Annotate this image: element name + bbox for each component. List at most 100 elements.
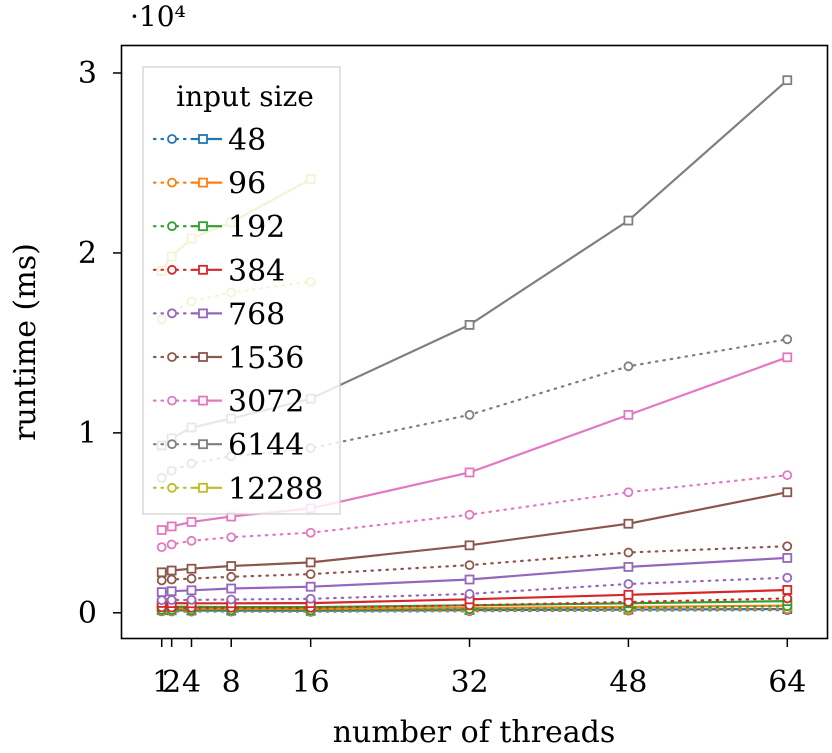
legend-entry-12288: 12288 xyxy=(152,472,323,507)
series-768 xyxy=(156,553,793,606)
legend-entry-192: 192 xyxy=(152,210,285,245)
point-768-square-48 xyxy=(623,562,634,572)
x-tick-label-1: 1 xyxy=(152,665,171,700)
point-6144-square-64 xyxy=(782,75,793,86)
legend-marker-square-12288 xyxy=(198,482,208,493)
legend-entry-6144: 6144 xyxy=(152,428,304,463)
series-1536 xyxy=(156,487,793,586)
legend-title: input size xyxy=(176,80,314,113)
legend-marker-square-6144 xyxy=(198,439,208,450)
point-768-square-1 xyxy=(156,587,167,598)
point-1536-square-32 xyxy=(464,540,475,551)
point-1536-circle-1 xyxy=(156,575,167,586)
line-3072-circle xyxy=(160,474,789,549)
legend-label-768: 768 xyxy=(228,297,285,332)
point-1536-circle-8 xyxy=(226,571,237,582)
point-768-circle-64 xyxy=(782,572,793,583)
point-6144-square-48 xyxy=(623,215,634,226)
point-1536-circle-32 xyxy=(464,560,475,571)
legend-marker-circle-1536 xyxy=(167,352,177,362)
point-1536-square-64 xyxy=(782,487,793,498)
point-3072-circle-64 xyxy=(782,470,793,481)
point-6144-circle-64 xyxy=(782,334,793,345)
point-3072-square-4 xyxy=(186,517,197,527)
legend-label-12288: 12288 xyxy=(228,472,323,507)
point-1536-circle-64 xyxy=(782,541,793,552)
legend-label-3072: 3072 xyxy=(228,385,304,420)
point-3072-circle-4 xyxy=(186,535,197,546)
x-tick-label-64: 64 xyxy=(768,665,806,700)
point-768-square-2 xyxy=(166,586,177,597)
point-3072-square-32 xyxy=(464,467,475,478)
legend-label-1536: 1536 xyxy=(228,341,304,376)
point-1536-square-48 xyxy=(623,518,634,529)
legend-marker-square-192 xyxy=(198,221,208,232)
legend-marker-square-3072 xyxy=(198,395,208,406)
point-6144-circle-48 xyxy=(623,361,634,372)
legend-label-48: 48 xyxy=(228,123,266,158)
point-768-square-32 xyxy=(464,574,475,585)
legend-items: 48 96 192 384 768 1536 3072 6144 12288 xyxy=(152,123,323,507)
legend-marker-square-96 xyxy=(198,177,208,188)
legend: input size 48 96 192 384 768 1536 3072 6144 1228… xyxy=(142,66,341,515)
legend-entry-48: 48 xyxy=(152,123,266,158)
legend-marker-circle-192 xyxy=(167,221,177,232)
legend-label-6144: 6144 xyxy=(228,428,304,463)
legend-marker-circle-384 xyxy=(167,264,177,275)
x-tick-label-32: 32 xyxy=(450,665,488,700)
legend-entry-96: 96 xyxy=(152,167,266,202)
legend-marker-circle-6144 xyxy=(167,439,177,450)
legend-marker-circle-48 xyxy=(167,134,177,144)
legend-label-96: 96 xyxy=(228,167,266,202)
point-6144-circle-32 xyxy=(464,409,475,420)
legend-entry-1536: 1536 xyxy=(152,341,304,376)
x-tick-label-8: 8 xyxy=(222,665,241,700)
point-3072-circle-8 xyxy=(226,532,237,543)
point-3072-square-2 xyxy=(166,521,177,532)
point-3072-square-48 xyxy=(623,409,634,420)
legend-marker-circle-12288 xyxy=(167,482,177,493)
point-768-circle-8 xyxy=(226,594,237,605)
point-768-square-16 xyxy=(305,581,316,592)
legend-marker-square-384 xyxy=(198,264,208,275)
point-768-square-64 xyxy=(782,553,793,563)
point-384-circle-64 xyxy=(782,593,793,604)
y-multiplier: ·10⁴ xyxy=(130,0,186,33)
point-6144-square-32 xyxy=(464,320,475,330)
point-1536-circle-48 xyxy=(623,547,634,558)
point-1536-square-4 xyxy=(186,563,197,574)
point-3072-circle-32 xyxy=(464,509,475,520)
point-768-circle-4 xyxy=(186,594,197,605)
point-1536-square-16 xyxy=(305,557,316,568)
point-384-square-48 xyxy=(623,589,634,600)
point-3072-circle-16 xyxy=(305,527,316,538)
legend-label-192: 192 xyxy=(228,210,285,245)
point-1536-circle-16 xyxy=(305,569,316,580)
point-768-square-4 xyxy=(186,585,197,596)
legend-label-384: 384 xyxy=(228,254,285,289)
point-1536-square-2 xyxy=(166,565,177,576)
legend-entry-3072: 3072 xyxy=(152,385,304,420)
point-768-circle-1 xyxy=(156,595,167,606)
point-1536-square-8 xyxy=(226,561,237,571)
legend-marker-circle-768 xyxy=(167,308,177,319)
point-1536-square-1 xyxy=(156,567,167,578)
line-768-square xyxy=(161,556,788,594)
point-3072-circle-2 xyxy=(166,539,177,550)
y-axis-label: runtime (ms) xyxy=(8,243,43,441)
point-3072-square-1 xyxy=(156,525,167,535)
point-768-circle-16 xyxy=(305,593,316,604)
point-768-square-8 xyxy=(226,583,237,594)
point-1536-circle-4 xyxy=(186,573,197,584)
y-tick-label-2: 2 xyxy=(78,236,97,271)
legend-marker-square-48 xyxy=(198,134,208,144)
x-tick-label-4: 4 xyxy=(182,665,201,700)
point-1536-circle-2 xyxy=(166,574,177,585)
point-768-circle-48 xyxy=(623,579,634,589)
legend-marker-square-1536 xyxy=(198,352,208,362)
point-768-circle-32 xyxy=(464,589,475,599)
plot-frame xyxy=(120,44,829,640)
point-384-square-64 xyxy=(782,585,793,595)
